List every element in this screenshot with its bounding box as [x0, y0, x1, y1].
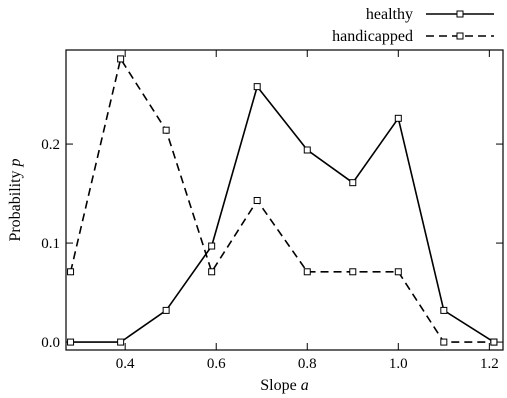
x-axis-label-var: a: [301, 377, 309, 394]
legend-marker-handicapped: [456, 32, 464, 40]
legend-marker-healthy: [456, 10, 464, 18]
y-axis-label-var: p: [7, 158, 24, 167]
x-axis-title: Slope a: [260, 377, 308, 394]
data-point-healthy: [162, 306, 170, 314]
data-point-healthy: [303, 146, 311, 154]
ticks-group: 0.4 0.6 0.8 1.0 1.2 0.0 0.1 0.2: [41, 50, 503, 372]
data-point-handicapped: [303, 268, 311, 276]
series-line-handicapped: [69, 56, 494, 343]
x-axis-label-text: Slope: [260, 377, 296, 394]
data-point-healthy: [394, 114, 402, 122]
data-point-handicapped: [394, 268, 402, 276]
data-point-healthy: [253, 83, 261, 91]
y-tick-label: 0.2: [41, 137, 60, 153]
legend: healthy handicapped: [332, 6, 494, 45]
plot-frame: [65, 49, 504, 351]
data-point-healthy: [117, 338, 125, 346]
data-point-handicapped: [162, 126, 170, 134]
data-point-handicapped: [67, 268, 75, 276]
x-tick-label: 1.2: [480, 356, 499, 372]
y-axis-title: Probability p: [7, 158, 24, 241]
y-tick-label: 0.1: [41, 236, 60, 252]
x-tick-label: 0.4: [116, 356, 135, 372]
data-point-handicapped: [208, 268, 216, 276]
data-point-healthy: [67, 338, 75, 346]
data-point-healthy: [349, 179, 357, 187]
y-axis-label-text: Probability: [7, 170, 24, 241]
data-point-healthy: [208, 242, 216, 250]
data-point-handicapped: [253, 196, 261, 204]
x-tick-label: 0.8: [298, 356, 317, 372]
y-tick-label: 0.0: [41, 335, 60, 351]
data-point-handicapped: [117, 55, 125, 63]
x-tick-label: 0.6: [207, 356, 226, 372]
series-line-healthy: [70, 84, 495, 343]
data-point-healthy: [440, 306, 448, 314]
data-point-handicapped: [440, 338, 448, 346]
x-tick-label: 1.0: [389, 356, 408, 372]
legend-label-healthy: healthy: [366, 6, 413, 23]
legend-label-handicapped: handicapped: [332, 28, 413, 45]
series-group: [67, 55, 498, 346]
plot-frame-group: [65, 49, 504, 351]
data-point-handicapped: [490, 338, 498, 346]
data-point-handicapped: [349, 268, 357, 276]
